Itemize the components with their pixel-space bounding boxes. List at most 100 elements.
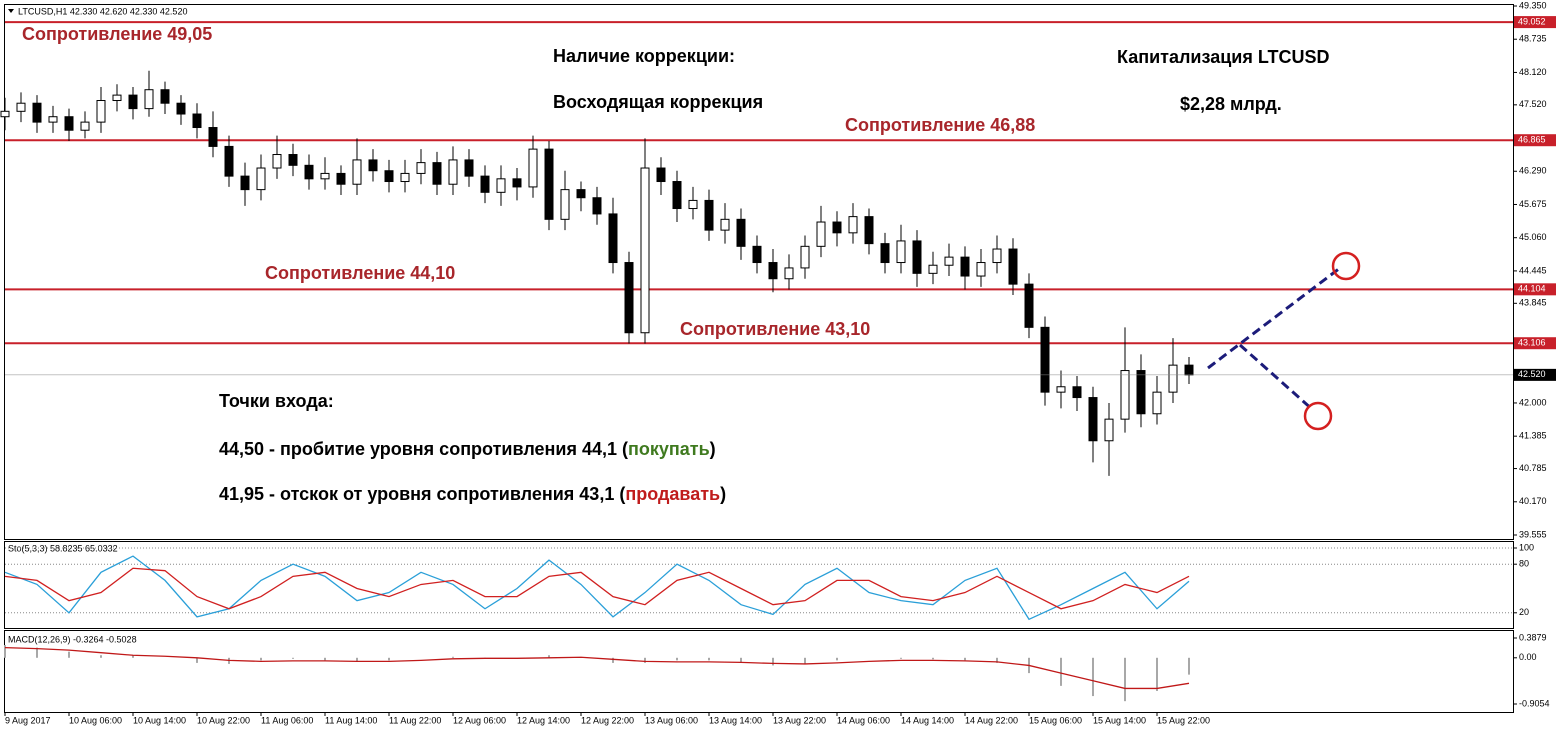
candle-body [112,94,122,102]
entry-line: 41,95 - отскок от уровня сопротивления 4… [219,484,726,504]
candle-body [704,199,714,231]
annotation: Капитализация LTCUSD [1117,47,1330,67]
candle-body [768,262,778,280]
level-price-label: 46.865 [1518,135,1546,145]
candle-body [320,172,330,180]
macd-panel [4,630,1514,713]
x-tick-label: 12 Aug 22:00 [581,715,634,725]
candle-body [800,245,810,269]
candle-body [832,221,842,234]
y-tick-label: 45.675 [1519,199,1547,209]
candle-body [864,216,874,245]
y-tick-label: 0.3879 [1519,632,1547,642]
x-tick-label: 12 Aug 06:00 [453,715,506,725]
y-tick-label: 42.000 [1519,397,1547,407]
candle-body [384,170,394,183]
y-tick-label: 0.00 [1519,652,1537,662]
x-tick-label: 9 Aug 2017 [5,715,51,725]
menu-arrow [8,9,14,13]
level-price-box [1514,134,1556,147]
entry-end: ) [710,439,716,459]
x-tick-label: 14 Aug 22:00 [965,715,1018,725]
candle-body [480,175,490,193]
candle-body [32,102,42,123]
level-price-box [1514,16,1556,29]
candle-body [256,167,266,191]
candle-body [0,110,10,118]
candle-body [416,162,426,174]
target-circle [1303,401,1333,431]
x-tick-label: 10 Aug 06:00 [69,715,122,725]
resistance-label: Сопротивление 44,10 [265,263,455,283]
y-tick-label: 20 [1519,607,1529,617]
candle-body [352,159,362,185]
y-tick-label: 48.120 [1519,67,1547,77]
candle-body [880,243,890,264]
candle-body [96,100,106,123]
candle-body [608,213,618,264]
entry-line: 44,50 - пробитие уровня сопротивления 44… [219,439,716,459]
candle-body [304,164,314,180]
entry-text: 44,50 - пробитие уровня сопротивления 44… [219,439,628,459]
y-tick-label: 40.170 [1519,496,1547,506]
x-tick-label: 13 Aug 06:00 [645,715,698,725]
candle-body [1024,283,1034,328]
candle-body [288,154,298,166]
y-tick-label: 47.520 [1519,99,1547,109]
y-tick-label: 43.845 [1519,298,1547,308]
candle-body [1072,386,1082,399]
candle-body [784,267,794,280]
candle-body [1120,370,1130,420]
y-tick-label: 45.060 [1519,232,1547,242]
candle-body [576,189,586,199]
candle-body [208,127,218,147]
x-tick-label: 15 Aug 14:00 [1093,715,1146,725]
candle-body [672,181,682,210]
level-price-box [1514,337,1556,350]
candle-body [16,102,26,112]
candle-body [160,89,170,104]
x-tick-label: 15 Aug 22:00 [1157,715,1210,725]
candle-body [192,113,202,129]
candle-body [1040,326,1050,393]
y-tick-label: 80 [1519,559,1529,569]
candle-body [1136,370,1146,415]
level-price-label: 43.106 [1518,338,1546,348]
candle-body [528,148,538,188]
chart-title: LTCUSD,H1 42.330 42.620 42.330 42.520 [18,6,187,16]
candle-body [368,159,378,172]
candle-body [1104,418,1114,442]
candle-body [144,89,154,110]
candle-body [272,154,282,169]
candle-body [48,116,58,123]
annotation: Точки входа: [219,391,334,411]
candle-body [736,218,746,247]
candle-body [432,162,442,185]
candle-body [640,167,650,334]
resistance-label: Сопротивление 49,05 [22,24,212,44]
candle-body [912,240,922,274]
x-tick-label: 11 Aug 22:00 [389,715,441,725]
stochastic-panel [4,541,1514,629]
y-tick-label: 49.350 [1519,0,1547,10]
candle-body [400,172,410,183]
entry-action: покупать [628,439,710,459]
candle-body [944,256,954,266]
last-price-box [1514,368,1556,381]
y-tick-label: -0.9054 [1519,698,1550,708]
indicator-line [4,555,1190,621]
y-tick-label: 39.555 [1519,529,1547,539]
y-tick-label: 46.290 [1519,166,1547,176]
y-tick-label: 100 [1519,542,1534,552]
annotation: Восходящая коррекция [553,92,763,112]
candle-body [80,121,90,131]
entry-action: продавать [625,484,720,504]
candle-body [560,189,570,220]
candle-body [816,221,826,247]
x-tick-label: 10 Aug 14:00 [133,715,186,725]
indicator-line [4,567,1190,610]
y-tick-label: 40.785 [1519,463,1547,473]
macd-title: MACD(12,26,9) -0.3264 -0.5028 [8,634,137,644]
